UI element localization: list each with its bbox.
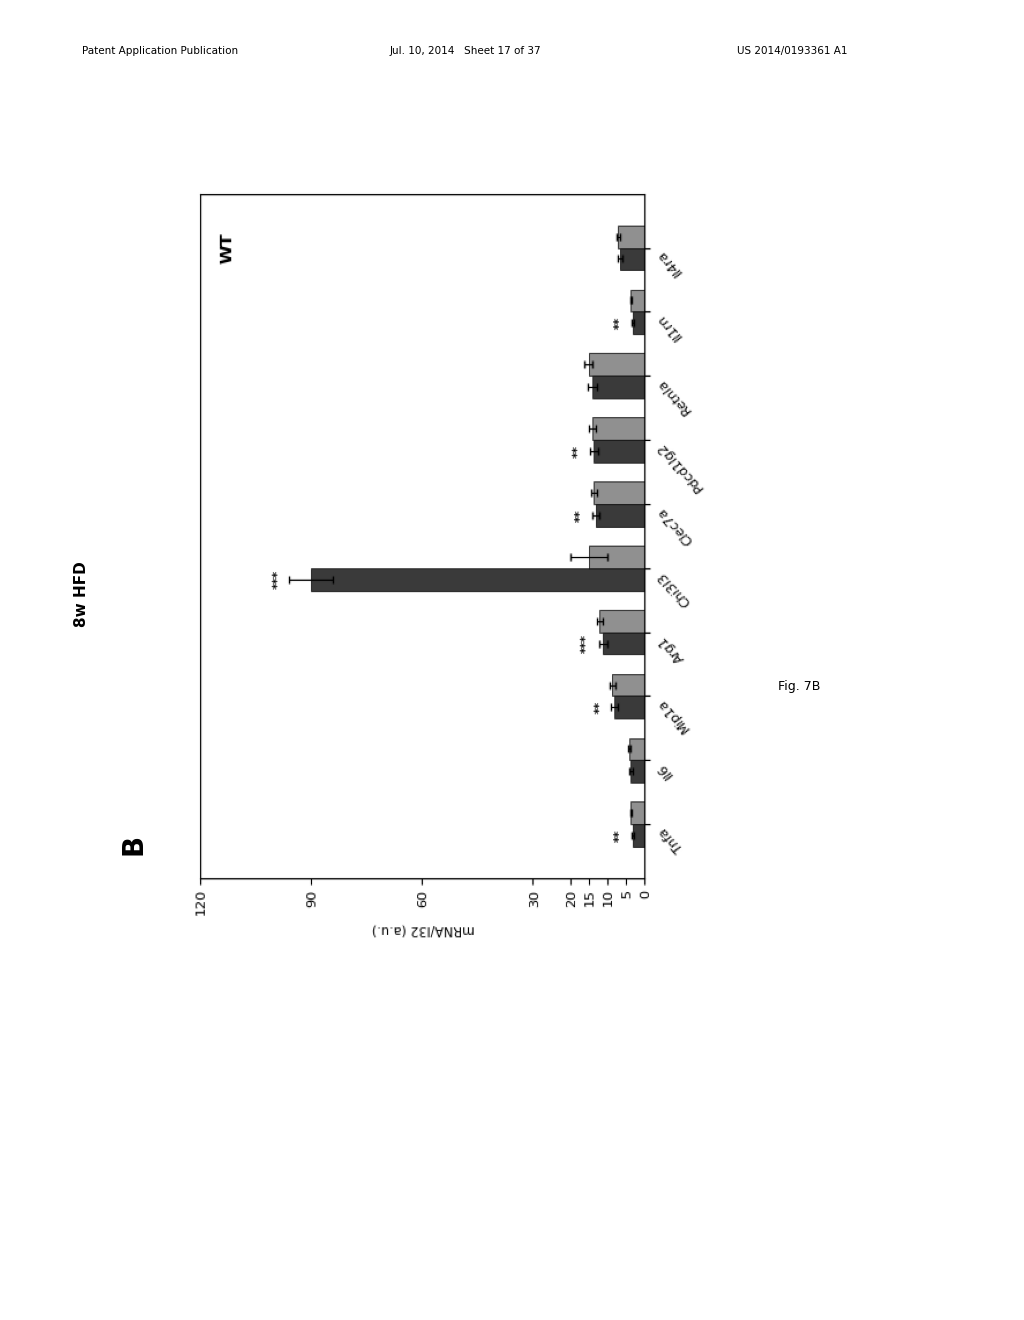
Text: B: B (119, 834, 147, 855)
Text: Jul. 10, 2014   Sheet 17 of 37: Jul. 10, 2014 Sheet 17 of 37 (389, 46, 541, 57)
Text: Fig. 7B: Fig. 7B (778, 680, 820, 693)
Text: 8w HFD: 8w HFD (75, 561, 89, 627)
Text: US 2014/0193361 A1: US 2014/0193361 A1 (737, 46, 848, 57)
Text: Patent Application Publication: Patent Application Publication (82, 46, 238, 57)
